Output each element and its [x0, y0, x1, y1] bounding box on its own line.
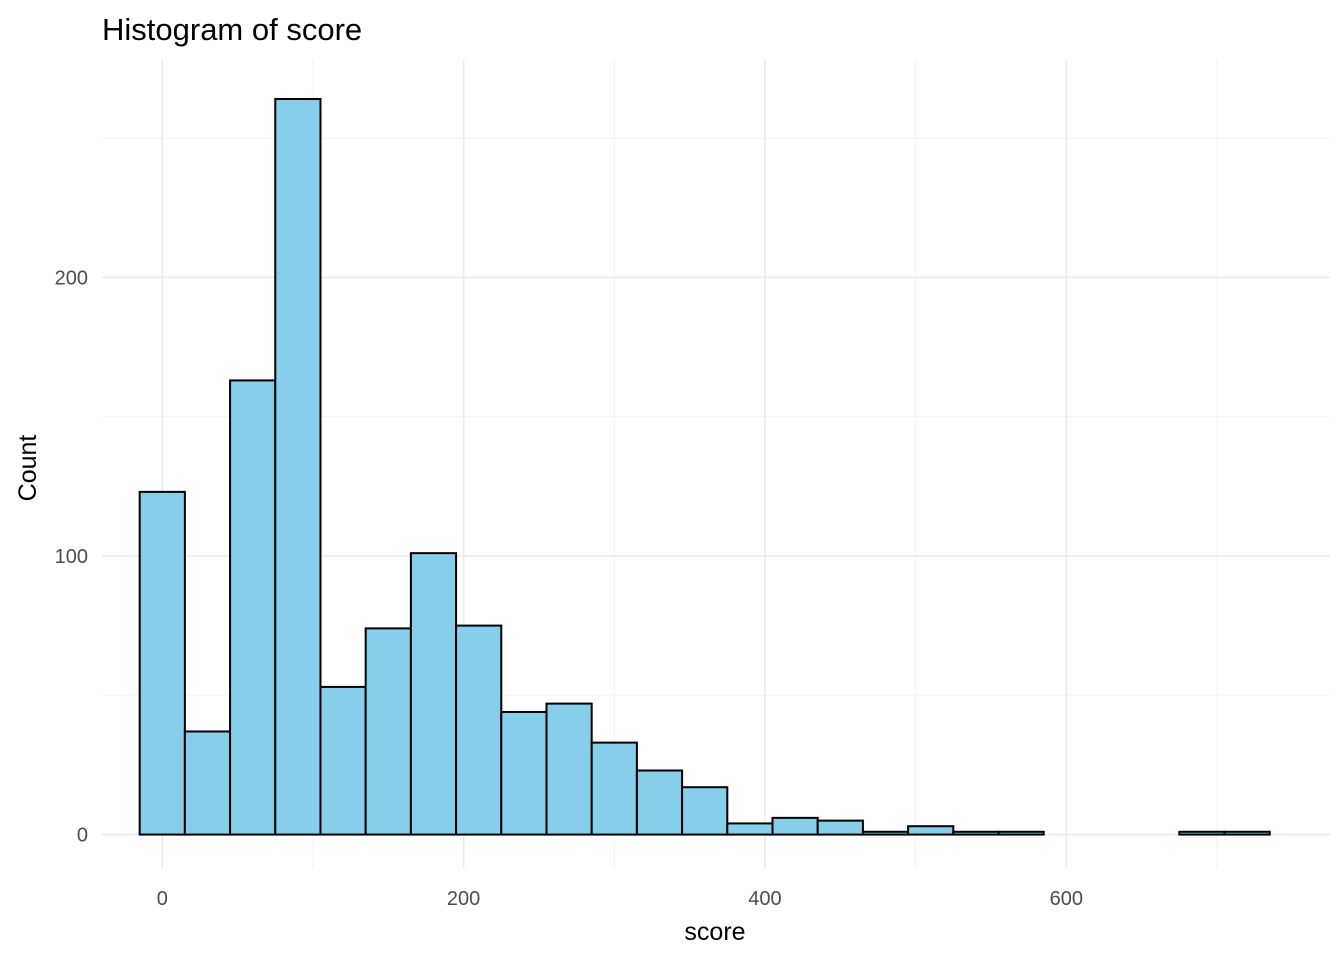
histogram-bar — [274, 98, 322, 836]
histogram-bar — [229, 379, 277, 836]
x-tick-label: 0 — [157, 888, 168, 910]
histogram-bar — [952, 830, 1000, 836]
x-tick-label: 600 — [1050, 888, 1083, 910]
histogram-bar — [1178, 830, 1226, 836]
histogram-bar — [545, 702, 593, 836]
histogram-bar — [590, 741, 638, 836]
chart-title: Histogram of score — [102, 12, 362, 47]
x-tick-label: 200 — [447, 888, 480, 910]
y-tick-label: 200 — [55, 267, 88, 289]
histogram-bar — [455, 624, 503, 836]
y-axis-title: Count — [14, 435, 42, 502]
x-axis-title: score — [684, 918, 745, 946]
histogram-bar — [1223, 830, 1271, 836]
histogram-bar — [183, 730, 232, 836]
histogram-bar — [319, 685, 367, 836]
histogram-bar — [771, 816, 819, 836]
histogram-bar — [500, 710, 548, 836]
histogram-bar — [997, 830, 1045, 836]
histogram-bar — [364, 627, 412, 836]
histogram-bar — [635, 769, 684, 836]
histogram-bar — [907, 825, 955, 836]
histogram-bar — [681, 786, 729, 836]
histogram-bar — [816, 819, 864, 836]
histogram-bar — [409, 552, 458, 836]
histogram-bar — [861, 830, 910, 836]
histogram-bar — [138, 490, 186, 836]
histogram-bar — [726, 822, 774, 836]
x-axis-ticks: 0 200 400 600 — [157, 888, 1083, 910]
y-tick-label: 0 — [77, 825, 88, 847]
y-axis-ticks: 0 100 200 — [55, 267, 88, 846]
y-tick-label: 100 — [55, 546, 88, 568]
histogram-bars — [138, 98, 1271, 836]
x-tick-label: 400 — [748, 888, 781, 910]
